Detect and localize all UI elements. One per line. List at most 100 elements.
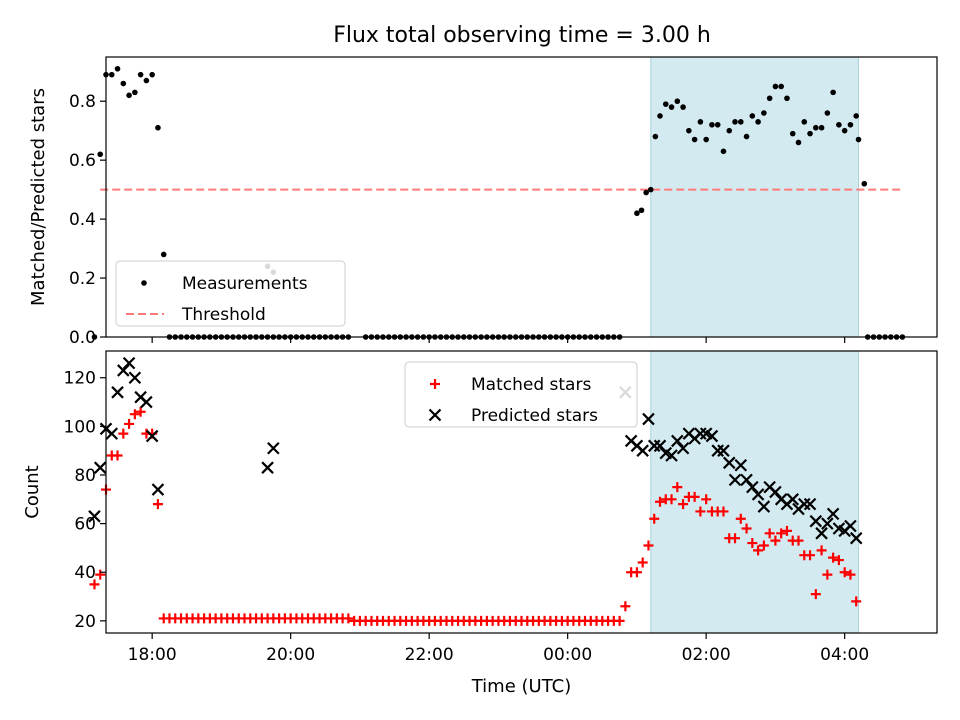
data-point: [781, 525, 792, 536]
bottom-axes-frame: [105, 350, 938, 634]
data-point: [261, 461, 274, 474]
data-point: [129, 409, 140, 420]
data-point: [813, 124, 819, 131]
data-point: [757, 500, 771, 513]
data-point: [638, 207, 645, 214]
data-point: [839, 567, 850, 578]
data-point: [801, 119, 808, 125]
y-tick-label: 80: [74, 466, 96, 486]
data-point: [657, 113, 663, 119]
data-point: [749, 113, 756, 119]
data-point: [776, 528, 787, 539]
data-point: [697, 119, 704, 125]
x-tick-label: 22:00: [405, 645, 454, 665]
data-point: [861, 180, 868, 187]
data-point: [824, 110, 831, 116]
data-point: [751, 488, 765, 501]
data-point: [717, 444, 730, 457]
data-point: [145, 429, 159, 443]
data-point: [770, 535, 781, 546]
data-point: [855, 136, 862, 143]
data-point: [665, 449, 678, 462]
legend-label: Threshold: [181, 305, 266, 325]
data-point: [732, 119, 738, 125]
data-point: [709, 121, 715, 128]
data-point: [826, 507, 840, 521]
data-point: [772, 83, 779, 90]
data-point: [828, 552, 839, 563]
bottom-x-ticks: 18:00 20:00 22:00 00:00 02:00 04:00: [128, 633, 869, 665]
x-tick-label: 02:00: [682, 645, 731, 665]
data-point: [637, 557, 648, 568]
data-point: [124, 418, 135, 429]
top-panel: 0.00.20.40.60.8 Matched/Predicted stars …: [28, 56, 938, 348]
data-point: [343, 613, 354, 624]
data-point: [755, 119, 761, 125]
data-point: [647, 186, 654, 193]
y-tick-label: 120: [64, 369, 96, 389]
data-point: [135, 406, 146, 417]
data-point: [120, 80, 127, 87]
y-tick-label: 0.6: [69, 151, 96, 171]
bottom-legend: Matched stars Predicted stars: [404, 361, 638, 428]
y-tick-label: 20: [74, 612, 96, 632]
legend-box: [115, 260, 346, 327]
data-point: [833, 555, 844, 566]
data-point: [694, 427, 707, 440]
data-point: [141, 280, 147, 286]
data-point: [830, 89, 836, 96]
data-point: [761, 110, 767, 116]
data-point: [822, 569, 833, 580]
y-tick-label: 60: [74, 515, 96, 535]
data-point: [128, 371, 142, 385]
data-point: [126, 92, 132, 99]
y-tick-label: 0.2: [69, 269, 96, 289]
data-point: [267, 441, 280, 455]
data-point: [614, 615, 625, 626]
data-point: [789, 130, 796, 137]
data-point: [695, 506, 706, 517]
top-legend: Measurements Threshold: [115, 260, 346, 327]
y-tick-label: 40: [74, 563, 96, 583]
data-point: [786, 493, 800, 506]
data-point: [114, 65, 121, 72]
data-point: [809, 514, 823, 528]
data-point: [847, 121, 854, 128]
x-tick-label: 04:00: [820, 645, 869, 665]
data-point: [160, 251, 167, 258]
data-point: [680, 104, 686, 110]
data-point: [711, 444, 724, 457]
data-point: [803, 497, 817, 511]
top-observing-span: [650, 56, 860, 338]
data-point: [652, 133, 659, 140]
data-point: [631, 567, 642, 578]
data-point: [634, 210, 640, 217]
y-tick-label: 0.4: [69, 210, 96, 230]
x-tick-label: 00:00: [543, 645, 592, 665]
data-point: [793, 535, 804, 546]
data-point: [151, 483, 165, 496]
data-point: [111, 386, 124, 399]
data-point: [753, 545, 764, 556]
data-point: [849, 531, 863, 545]
data-point: [686, 127, 692, 134]
top-x-ticks: [151, 337, 846, 343]
data-point: [747, 538, 758, 549]
data-point: [89, 579, 100, 590]
data-point: [735, 513, 746, 524]
top-y-axis-label: Matched/Predicted stars: [28, 88, 49, 306]
data-point: [836, 121, 842, 128]
data-point: [689, 491, 700, 502]
data-point: [815, 527, 828, 540]
data-point: [97, 151, 104, 158]
data-point: [149, 71, 155, 78]
data-point: [758, 540, 769, 551]
data-point: [766, 95, 773, 102]
data-point: [137, 71, 144, 78]
data-point: [703, 136, 709, 143]
data-point: [737, 119, 744, 125]
data-point: [636, 444, 649, 457]
bottom-y-axis-label: Count: [22, 465, 43, 518]
top-axes-frame: [105, 56, 938, 338]
